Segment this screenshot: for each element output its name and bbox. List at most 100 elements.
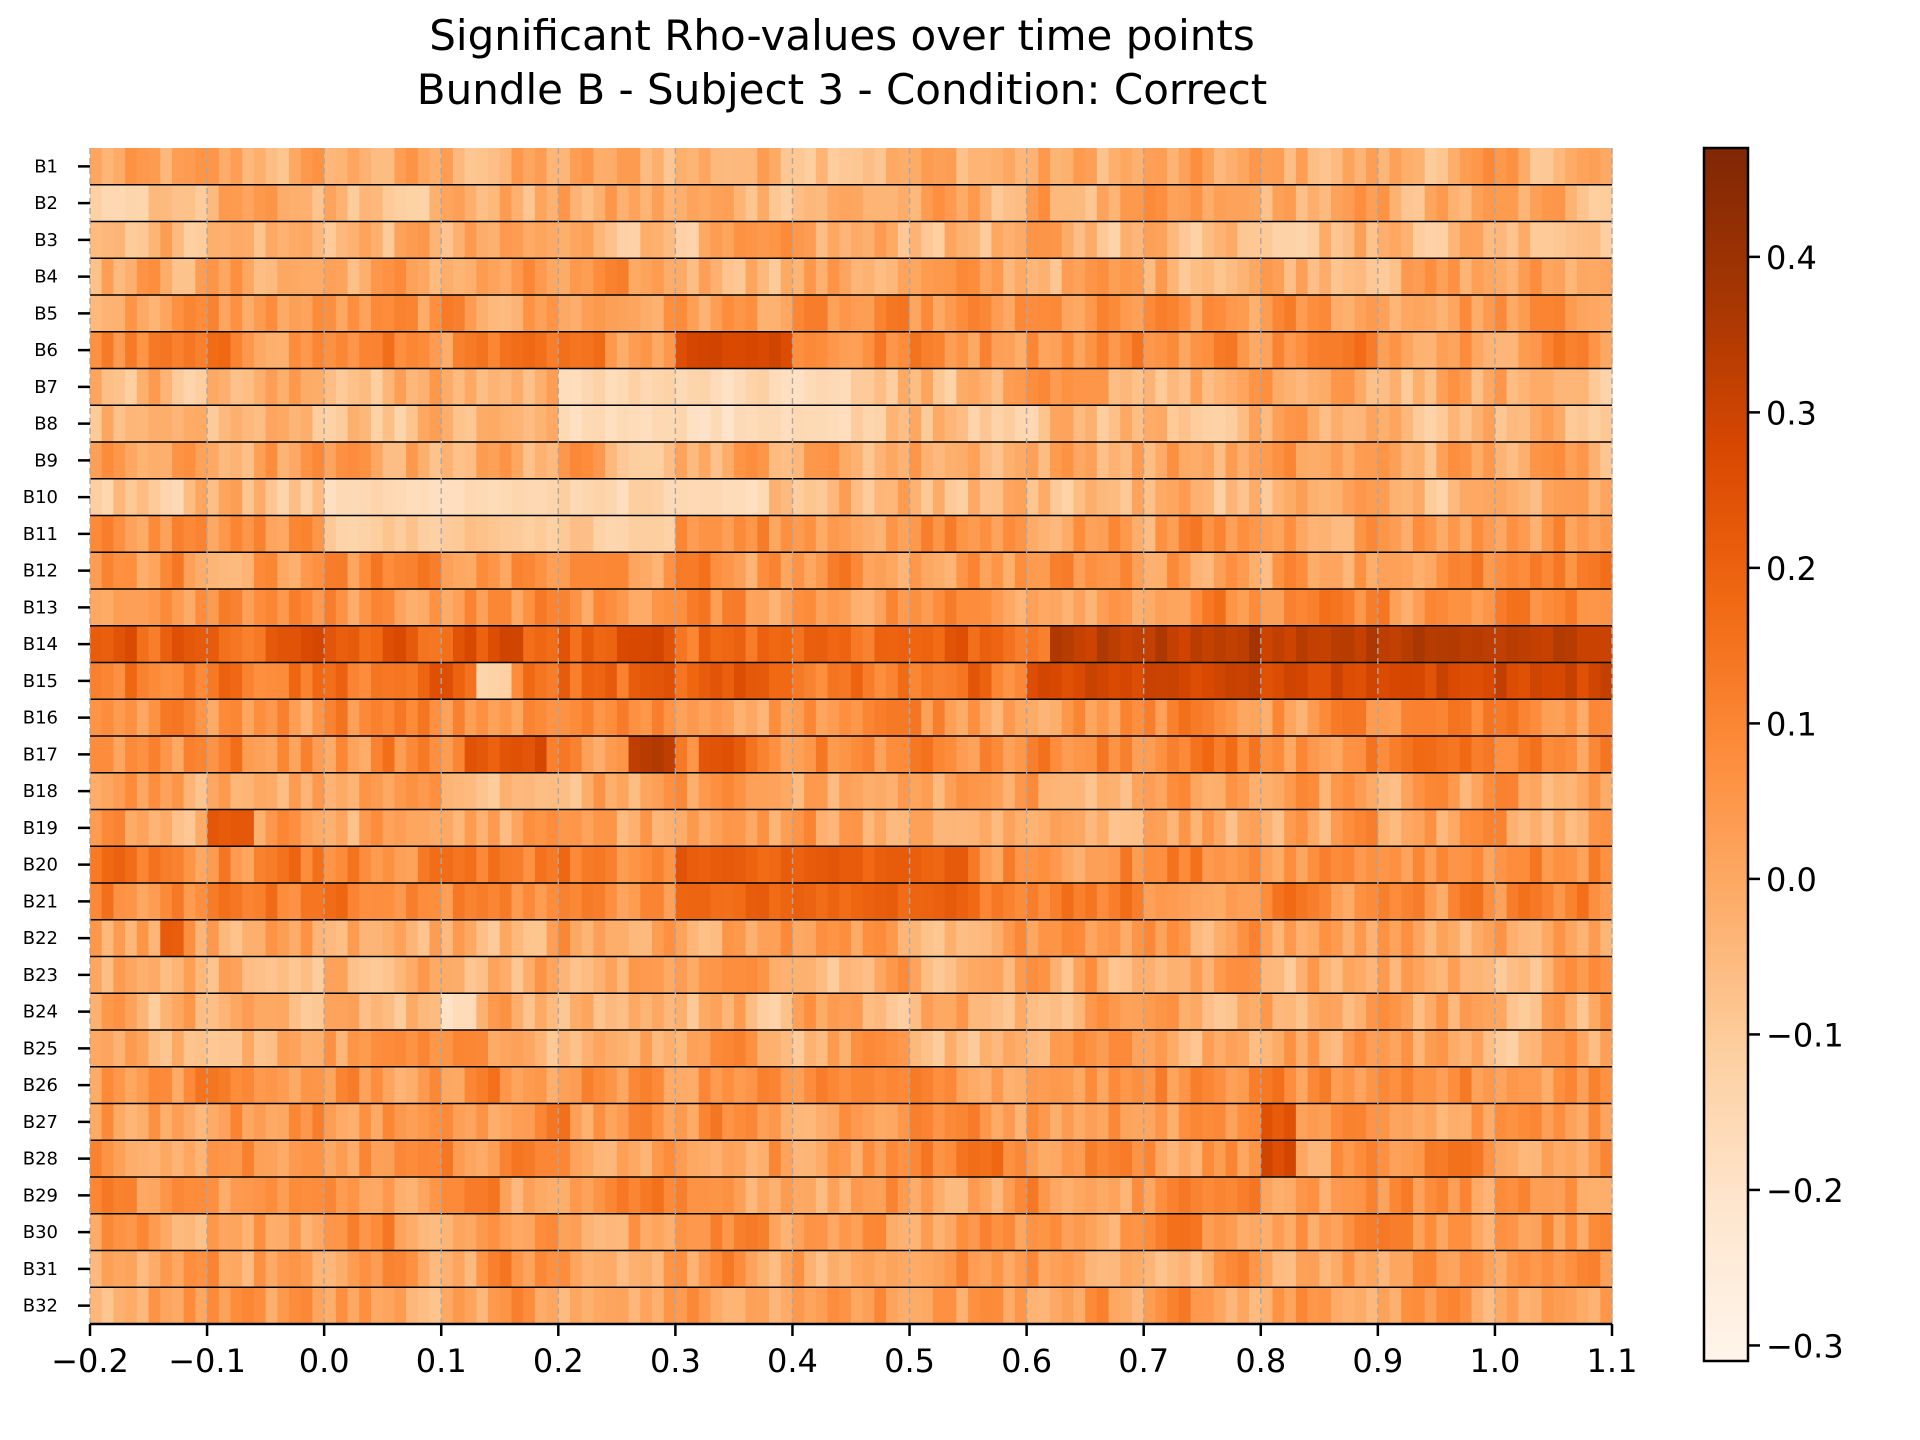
heatmap-cell (195, 442, 208, 480)
heatmap-cell (815, 552, 829, 590)
heatmap-cell (312, 993, 325, 1031)
heatmap-cell (886, 442, 899, 480)
heatmap-cell (1530, 368, 1543, 406)
heatmap-cell (1120, 1250, 1133, 1288)
heatmap-cell (932, 736, 946, 774)
heatmap-cell (1588, 331, 1601, 369)
heatmap-cell (932, 331, 946, 369)
heatmap-cell (1225, 1030, 1238, 1068)
heatmap-cell (101, 221, 115, 259)
heatmap-cell (230, 221, 243, 259)
heatmap-cell (757, 772, 770, 810)
heatmap-cell (722, 809, 735, 847)
heatmap-cell (1014, 625, 1028, 663)
heatmap-cell (183, 552, 196, 590)
heatmap-cell (171, 1287, 185, 1325)
heatmap-cell (1143, 1103, 1156, 1141)
heatmap-cell (195, 956, 208, 994)
heatmap-cell (289, 331, 302, 369)
heatmap-cell (558, 331, 571, 369)
heatmap-cell (827, 1287, 840, 1325)
heatmap-cell (1459, 736, 1473, 774)
heatmap-cell (464, 846, 477, 884)
heatmap-cell (757, 442, 770, 480)
heatmap-cell (1494, 662, 1508, 700)
heatmap-cell (312, 221, 325, 259)
heatmap-cell (815, 148, 829, 186)
heatmap-cell (640, 221, 653, 259)
heatmap-cell (1459, 405, 1473, 443)
heatmap-cell (1131, 919, 1145, 957)
heatmap-cell (804, 625, 817, 663)
heatmap-cell (1494, 442, 1508, 480)
heatmap-cell (523, 1177, 536, 1215)
heatmap-cell (1342, 625, 1356, 663)
heatmap-cell (265, 846, 278, 884)
heatmap-cell (605, 1140, 618, 1178)
heatmap-cell (1108, 1287, 1121, 1325)
heatmap-cell (1003, 736, 1016, 774)
heatmap-cell (663, 1213, 676, 1251)
heatmap-cell (558, 1103, 571, 1141)
heatmap-cell (1541, 1140, 1555, 1178)
heatmap-cell (1108, 1030, 1121, 1068)
heatmap-cell (1377, 1066, 1391, 1104)
heatmap-cell (1494, 221, 1508, 259)
heatmap-cell (1213, 405, 1227, 443)
heatmap-cell (242, 883, 255, 921)
heatmap-cell (1366, 295, 1379, 333)
heatmap-cell (136, 368, 150, 406)
heatmap-cell (452, 809, 466, 847)
heatmap-cell (581, 478, 595, 516)
heatmap-cell (1459, 772, 1473, 810)
heatmap-cell (534, 956, 548, 994)
heatmap-cell (1178, 405, 1192, 443)
heatmap-cell (1014, 809, 1028, 847)
heatmap-cell (1553, 1177, 1566, 1215)
heatmap-cell (1342, 368, 1356, 406)
heatmap-cell (242, 405, 255, 443)
heatmap-cell (1073, 1066, 1086, 1104)
heatmap-cell (862, 625, 876, 663)
heatmap-cell (1576, 589, 1590, 627)
heatmap-cell (1213, 1177, 1227, 1215)
heatmap-cell (1506, 1287, 1519, 1325)
heatmap-cell (1600, 1140, 1613, 1178)
heatmap-cell (1576, 662, 1590, 700)
heatmap-cell (1412, 1213, 1426, 1251)
heatmap-cell (382, 883, 395, 921)
heatmap-cell (417, 405, 431, 443)
heatmap-cell (1448, 1287, 1461, 1325)
heatmap-cell (101, 295, 115, 333)
heatmap-cell (1436, 589, 1449, 627)
heatmap-cell (839, 368, 852, 406)
heatmap-cell (1518, 589, 1531, 627)
heatmap-cell (312, 846, 325, 884)
heatmap-cell (312, 883, 325, 921)
heatmap-cell (1202, 331, 1215, 369)
heatmap-cell (1565, 184, 1578, 222)
heatmap-cell (710, 442, 723, 480)
heatmap-cell (886, 405, 899, 443)
heatmap-cell (1085, 846, 1098, 884)
heatmap-cell (1565, 883, 1578, 921)
heatmap-cell (312, 1250, 325, 1288)
heatmap-cell (932, 552, 946, 590)
heatmap-cell (687, 478, 700, 516)
heatmap-cell (1155, 405, 1168, 443)
heatmap-cell (733, 919, 747, 957)
heatmap-cell (640, 148, 653, 186)
heatmap-cell (300, 1030, 314, 1068)
heatmap-cell (289, 1066, 302, 1104)
heatmap-cell (827, 552, 840, 590)
heatmap-cell (1412, 956, 1426, 994)
heatmap-cell (1436, 258, 1449, 296)
heatmap-cell (1342, 736, 1356, 774)
heatmap-cell (300, 1213, 314, 1251)
heatmap-cell (1483, 184, 1496, 222)
heatmap-cell (862, 956, 876, 994)
heatmap-cell (242, 148, 255, 186)
heatmap-cell (148, 368, 161, 406)
heatmap-cell (745, 552, 758, 590)
heatmap-cell (921, 405, 934, 443)
